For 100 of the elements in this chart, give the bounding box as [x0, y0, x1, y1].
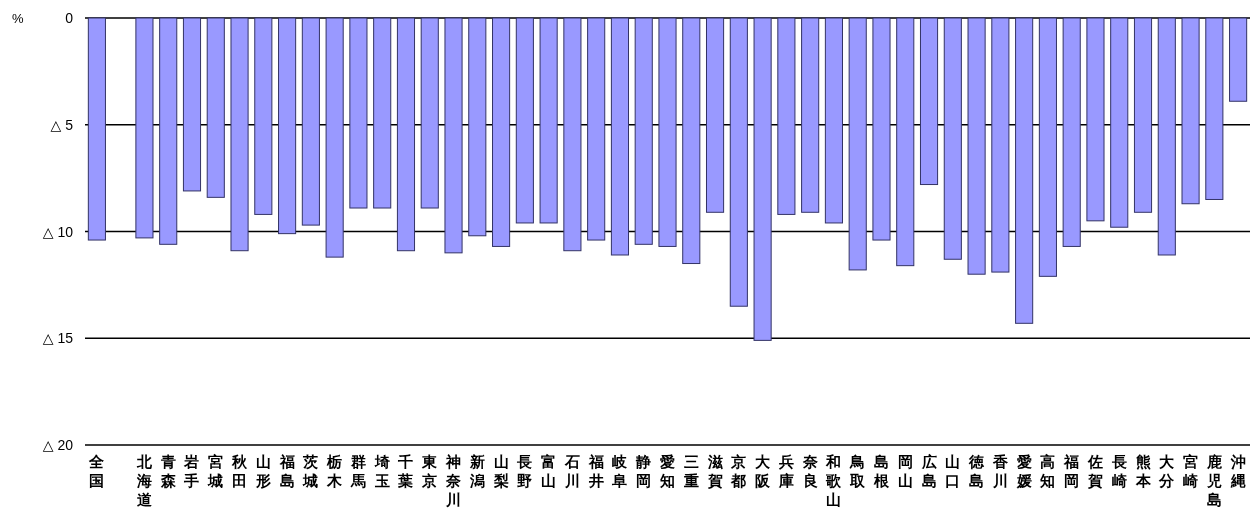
bar	[1015, 17, 1034, 324]
y-tick-label: △ 5	[50, 116, 74, 133]
x-tick-label: 栃木	[326, 453, 344, 489]
bar	[1205, 17, 1224, 200]
x-tick-label: 高知	[1039, 453, 1056, 489]
bar	[1038, 17, 1057, 277]
x-tick-label: 三重	[682, 453, 699, 489]
x-tick-label: 長野	[516, 453, 533, 489]
x-tick-label: 大阪	[755, 453, 772, 489]
x-tick-label: 群馬	[349, 453, 366, 489]
bar	[301, 17, 320, 226]
x-tick-label: 福井	[587, 453, 604, 489]
bar	[182, 17, 202, 192]
bar	[1086, 17, 1105, 222]
bar	[967, 17, 986, 275]
x-tick-label: 北海道	[135, 453, 153, 508]
x-tick-label: 石川	[563, 453, 580, 489]
bar	[991, 17, 1010, 273]
bar	[1181, 17, 1200, 205]
bar	[135, 17, 154, 239]
bar	[325, 17, 344, 258]
bar	[468, 17, 487, 237]
bar	[634, 17, 653, 245]
x-tick-label: 広島	[920, 453, 937, 489]
bar	[1110, 17, 1129, 228]
bar	[1062, 17, 1081, 247]
x-tick-label: 愛知	[659, 453, 675, 489]
x-tick-label: 千葉	[397, 453, 414, 489]
bar	[373, 17, 392, 209]
y-tick-label: 0	[65, 10, 74, 26]
x-tick-label: 青森	[159, 453, 177, 489]
x-tick-label: 熊本	[1134, 453, 1152, 489]
x-tick-label: 佐賀	[1086, 453, 1103, 490]
bar	[563, 17, 582, 252]
x-tick-label: 長崎	[1110, 453, 1127, 489]
x-tick-label: 滋賀	[706, 453, 723, 490]
bar	[1229, 17, 1248, 102]
x-tick-label: 沖縄	[1229, 453, 1246, 489]
bar	[753, 17, 772, 341]
x-tick-label: 岩手	[183, 453, 200, 489]
bar	[872, 17, 891, 241]
x-tick-label: 和歌山	[825, 453, 843, 508]
bar	[682, 17, 701, 265]
x-tick-label: 宮崎	[1183, 453, 1199, 489]
x-tick-label: 鹿児島	[1205, 453, 1222, 508]
x-tick-label: 福島	[278, 453, 295, 489]
bar	[206, 17, 225, 198]
y-tick-label: △ 15	[42, 330, 74, 347]
x-tick-label: 静岡	[635, 453, 652, 489]
bar	[396, 17, 416, 252]
bar	[515, 17, 534, 224]
x-tick-label: 岐阜	[611, 453, 629, 489]
bar	[919, 17, 939, 186]
bar	[729, 17, 748, 307]
bar	[705, 17, 725, 213]
y-axis-title: %	[12, 11, 24, 26]
bar	[492, 17, 511, 247]
x-tick-label: 島根	[872, 453, 890, 489]
bar	[801, 17, 820, 213]
x-tick-label: 徳島	[968, 453, 986, 489]
x-tick-label: 新潟	[468, 453, 485, 489]
bar	[349, 17, 368, 209]
bar	[230, 17, 249, 252]
bar	[278, 17, 297, 235]
x-tick-label: 宮城	[207, 453, 224, 489]
x-tick-label: 兵庫	[777, 453, 794, 489]
x-tick-label: 茨城	[302, 453, 319, 489]
y-tick-label: △ 20	[42, 437, 74, 453]
bar	[777, 17, 796, 215]
x-tick-label: 富山	[541, 453, 557, 489]
bar	[1133, 17, 1153, 213]
x-tick-label: 山形	[254, 453, 271, 489]
x-tick-label: 岡山	[897, 453, 913, 489]
x-tick-label: 大分	[1158, 453, 1176, 489]
bar	[824, 17, 843, 224]
bar	[420, 17, 439, 209]
x-tick-label: 埼玉	[373, 453, 390, 489]
x-tick-label: 奈良	[801, 453, 819, 489]
x-tick-label: 山口	[945, 453, 961, 489]
bar	[254, 17, 273, 215]
x-tick-label: 愛媛	[1015, 453, 1032, 489]
bar	[658, 17, 677, 247]
bar	[848, 17, 867, 271]
y-tick-label: △ 10	[42, 223, 74, 240]
bar	[1157, 17, 1176, 256]
bar	[539, 17, 558, 224]
x-tick-label: 東京	[421, 453, 439, 489]
x-tick-label: 全国	[88, 453, 106, 489]
x-tick-label: 鳥取	[849, 453, 867, 489]
x-tick-label: 神奈川	[445, 453, 463, 508]
x-tick-label: 山梨	[492, 453, 509, 489]
bar	[943, 17, 962, 260]
bar	[587, 17, 606, 241]
bar	[610, 17, 630, 256]
x-tick-label: 秋田	[231, 453, 249, 489]
x-tick-label: 香川	[991, 453, 1009, 489]
x-tick-label: 福岡	[1063, 453, 1080, 489]
bar	[87, 17, 106, 241]
bar	[444, 17, 463, 254]
bar	[896, 17, 915, 267]
